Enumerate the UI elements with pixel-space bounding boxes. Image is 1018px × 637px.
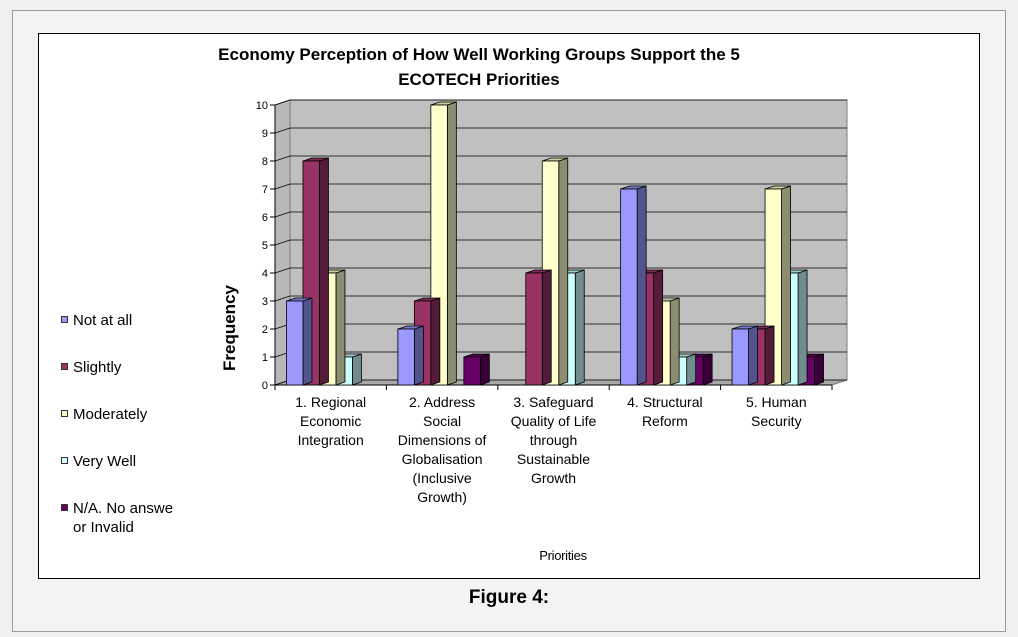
y-tick-label: 0 — [262, 380, 268, 392]
figure-caption: Figure 4: — [468, 587, 550, 608]
bar-n-a-no-answe-or-invalid-2-side — [479, 353, 490, 386]
bar-not-at-all-5-side — [748, 325, 758, 386]
bar-very-well-1-side — [352, 353, 362, 386]
bar-moderately-1-side — [335, 269, 346, 386]
legend-swatch — [61, 504, 68, 511]
gridline — [274, 155, 847, 162]
x-category-label: 4. Structural Reform — [627, 394, 703, 429]
legend-label: N/A. No answe or Invalid — [73, 500, 174, 536]
y-tick-label: 2 — [262, 324, 268, 336]
legend-swatch — [61, 363, 68, 370]
legend: Not at all Slightly Moderately Very Well N/A… — [53, 306, 233, 541]
bar-slightly-5-side — [764, 325, 775, 386]
bar-not-at-all-4-side — [636, 185, 647, 386]
y-tick-label: 10 — [256, 100, 268, 112]
bar-moderately-3-side — [558, 157, 569, 386]
bar-not-at-all-4 — [620, 188, 638, 386]
legend-item: Not at all — [53, 306, 233, 353]
y-tick-label: 9 — [262, 128, 268, 140]
x-category-label: 3. Safeguard Quality of Life through Sustai… — [510, 394, 597, 486]
bar-very-well-5-side — [797, 269, 808, 386]
bar-n-a-no-answe-or-invalid-5-side — [814, 353, 824, 386]
bar-slightly-4-side — [653, 269, 664, 386]
y-tick-label: 8 — [262, 156, 268, 168]
bar-not-at-all-2 — [397, 328, 415, 386]
gridline — [274, 211, 847, 218]
legend-label: Very Well — [73, 453, 137, 470]
legend-item: N/A. No answe or Invalid — [53, 494, 233, 541]
gridline — [274, 127, 847, 134]
bar-very-well-4-side — [686, 353, 697, 386]
bar-not-at-all-1-side — [302, 297, 313, 386]
bar-moderately-4-side — [669, 297, 680, 386]
bar-n-a-no-answe-or-invalid-2 — [463, 356, 481, 386]
bar-moderately-5-side — [781, 185, 791, 386]
chart-area: Economy Perception of How Well Working G… — [38, 33, 980, 579]
y-tick-label: 3 — [262, 296, 268, 308]
gridline — [274, 239, 847, 246]
x-category-label: 5. Human Security — [745, 394, 807, 429]
gridline — [274, 183, 847, 190]
chart-title: Economy Perception of How Well Working G… — [218, 45, 740, 89]
y-tick-label: 6 — [262, 212, 268, 224]
bar-n-a-no-answe-or-invalid-4-side — [702, 353, 713, 386]
bar-not-at-all-5 — [731, 328, 749, 386]
legend-label: Not at all — [73, 312, 133, 329]
legend-swatch — [61, 457, 68, 464]
y-tick-label: 7 — [262, 184, 268, 196]
legend-swatch — [61, 316, 68, 323]
bar-moderately-2-side — [446, 101, 457, 386]
plot-area: 0 1 2 3 4 5 6 7 8 9 10 — [256, 99, 848, 392]
x-category-label: 2. Address Social Dimensions of Globalisati… — [397, 394, 487, 505]
legend-item: Very Well — [53, 447, 233, 494]
legend-item: Moderately — [53, 400, 233, 447]
y-tick-label: 5 — [262, 240, 268, 252]
x-category-label: 1. Regional Economic Integration — [295, 394, 367, 448]
legend-label: Moderately — [73, 406, 148, 423]
bar-slightly-2-side — [430, 297, 441, 386]
x-axis-title: Priorities — [539, 548, 587, 563]
bar-slightly-3 — [525, 272, 543, 386]
bar-very-well-3-side — [574, 269, 585, 386]
y-tick-label: 1 — [262, 352, 268, 364]
gridline — [274, 99, 847, 106]
gridline — [274, 267, 847, 274]
bar-not-at-all-2-side — [413, 325, 424, 386]
legend-label: Slightly — [73, 359, 122, 376]
bar-not-at-all-1 — [286, 300, 304, 386]
legend-item: Slightly — [53, 353, 233, 400]
legend-swatch — [61, 410, 68, 417]
bar-slightly-1-side — [319, 157, 329, 386]
y-tick-label: 4 — [262, 268, 268, 280]
bar-slightly-3-side — [541, 269, 552, 386]
